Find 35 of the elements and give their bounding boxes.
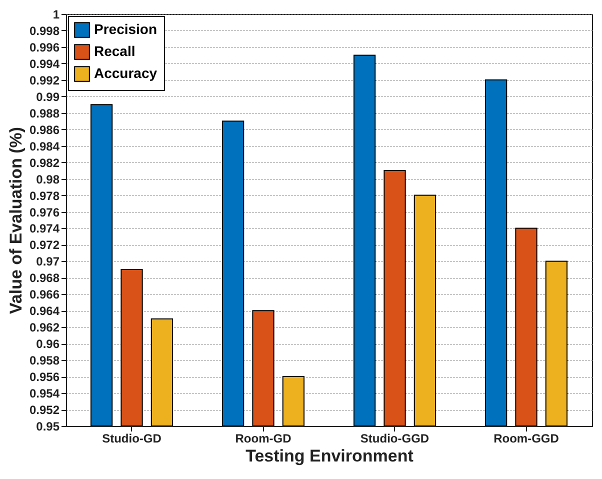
y-tick-label: 0.96	[36, 337, 60, 352]
y-tick-label: 0.966	[29, 288, 60, 302]
y-tick-label: 1	[52, 8, 60, 22]
y-tick-label: 0.98	[36, 172, 60, 186]
legend-label: Precision	[94, 21, 158, 37]
y-tick-label: 0.976	[29, 205, 60, 220]
y-tick-label: 0.956	[29, 370, 60, 384]
x-tick-label: Room-GGD	[494, 432, 560, 446]
x-tick-label: Studio-GGD	[360, 432, 430, 446]
y-tick-label: 0.972	[29, 238, 60, 252]
y-tick-label: 0.988	[29, 106, 60, 120]
x-axis-title: Testing Environment	[246, 446, 414, 466]
y-tick-label: 0.95	[36, 420, 60, 434]
y-tick-label: 0.982	[29, 156, 60, 170]
y-tick-label: 0.992	[29, 73, 60, 88]
y-tick-label: 0.964	[29, 304, 60, 318]
y-tick-label: 0.962	[29, 320, 60, 335]
y-tick-label: 0.998	[29, 24, 60, 38]
y-tick-label: 0.996	[29, 40, 60, 54]
y-tick-label: 0.978	[29, 188, 60, 203]
y-tick-label: 0.958	[29, 354, 60, 368]
y-axis-title: Value of Evaluation (%)	[6, 126, 26, 314]
y-tick-label: 0.952	[29, 403, 60, 418]
y-tick-label: 0.994	[29, 56, 60, 71]
y-tick-label: 0.968	[29, 271, 60, 286]
legend-label: Recall	[94, 43, 136, 59]
y-tick-label: 0.984	[29, 139, 60, 154]
y-tick-label: 0.99	[36, 90, 60, 104]
legend-label: Accuracy	[94, 65, 158, 81]
y-tick-label: 0.954	[29, 386, 60, 401]
y-tick-label: 0.986	[29, 122, 60, 137]
x-tick-label: Room-GD	[235, 432, 292, 446]
x-tick-label: Studio-GD	[102, 432, 162, 446]
y-tick-label: 0.974	[29, 222, 60, 236]
y-tick-label: 0.97	[36, 254, 60, 269]
